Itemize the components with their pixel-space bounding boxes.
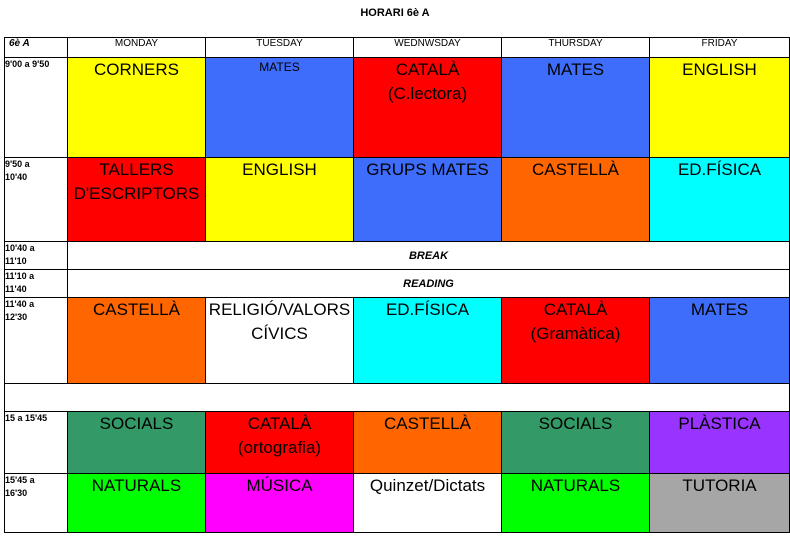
time-slot: 11'40 a 12'30 [4,297,68,384]
subject-name: CATALÀ [543,300,608,319]
subject-cell: TUTORIA [649,473,790,533]
subject-name: CORNERS [93,60,179,79]
subject-cell: PLÀSTICA [649,411,790,474]
subject-cell: SOCIALS [67,411,206,474]
page-title: HORARI 6è A [360,7,430,19]
subject-name: TALLERS [99,160,174,179]
subject-name: NATURALS [530,476,621,495]
subject-name: CATALÀ [247,414,312,433]
subject-detail: CÍVICS [251,324,308,343]
schedule-row: 9'50 a 10'40 TALLERS D'ESCRIPTORS ENGLISH GRU… [4,157,790,242]
subject-name: RELIGIÓ/VALORS [208,300,351,319]
span-label: READING [67,269,790,298]
subject-name: SOCIALS [99,414,174,433]
schedule-row: 15 a 15'45 SOCIALS CATALÀ (ortografia) CASTE… [4,411,790,474]
subject-name: TUTORIA [682,476,757,495]
subject-name: MÚSICA [246,476,313,495]
span-label: BREAK [67,241,790,270]
subject-cell: ED.FÍSICA [353,297,502,384]
empty-row [4,383,790,412]
header-row: 6è A MONDAY TUESDAY WEDNWSDAY THURSDAY F… [4,37,790,58]
timetable: 6è A MONDAY TUESDAY WEDNWSDAY THURSDAY F… [4,37,790,533]
subject-cell: Quinzet/Dictats [353,473,502,533]
time-start: 15 a 15'45 [5,413,48,423]
subject-name: MATES [259,60,300,74]
subject-cell: SOCIALS [501,411,650,474]
time-end: 11'40 [5,284,27,294]
class-label: 6è A [4,37,68,58]
subject-cell: MÚSICA [205,473,354,533]
subject-cell: ENGLISH [205,157,354,242]
time-slot: 15 a 15'45 [4,411,68,474]
subject-cell: GRUPS MATES [353,157,502,242]
day-header-wednesday: WEDNWSDAY [353,37,502,58]
schedule-row [4,383,790,412]
subject-cell: NATURALS [67,473,206,533]
time-end: 11'10 [5,256,27,266]
subject-name: Quinzet/Dictats [369,476,486,495]
day-header-friday: FRIDAY [649,37,790,58]
subject-cell: RELIGIÓ/VALORS CÍVICS [205,297,354,384]
time-slot: 11'10 a 11'40 [4,269,68,298]
subject-name: CASTELLÀ [384,414,471,433]
time-start: 9'50 a [5,159,30,169]
schedule-row: 9'00 a 9'50 CORNERS MATES CATALÀ (C.lectora)… [4,57,790,158]
day-header-monday: MONDAY [67,37,206,58]
subject-cell: CATALÀ (C.lectora) [353,57,502,158]
subject-name: GRUPS MATES [366,160,489,179]
subject-cell: TALLERS D'ESCRIPTORS [67,157,206,242]
time-end: 10'40 [5,172,28,182]
subject-cell: NATURALS [501,473,650,533]
time-slot: 10'40 a 11'10 [4,241,68,270]
time-slot: 9'00 a 9'50 [4,57,68,158]
time-end: 12'30 [5,312,28,322]
subject-name: CASTELLÀ [532,160,619,179]
schedule-row: 11'10 a 11'40 READING [4,269,790,298]
subject-name: CASTELLÀ [93,300,180,319]
schedule-row: 10'40 a 11'10 BREAK [4,241,790,270]
subject-name: ED.FÍSICA [677,160,762,179]
subject-cell: ENGLISH [649,57,790,158]
subject-cell: CASTELLÀ [501,157,650,242]
subject-cell: CATALÀ (Gramàtica) [501,297,650,384]
time-slot: 15'45 a 16'30 [4,473,68,533]
subject-name: MATES [690,300,749,319]
time-start: 11'10 a [5,271,35,281]
time-start: 10'40 a [5,243,35,253]
subject-name: SOCIALS [538,414,613,433]
time-start: 11'40 a [5,299,35,309]
subject-cell: CASTELLÀ [353,411,502,474]
subject-cell: MATES [501,57,650,158]
subject-detail: (C.lectora) [387,84,468,103]
subject-cell: CASTELLÀ [67,297,206,384]
subject-name: PLÀSTICA [678,414,761,433]
subject-cell: ED.FÍSICA [649,157,790,242]
subject-name: ENGLISH [682,60,757,79]
subject-name: NATURALS [91,476,182,495]
subject-name: CATALÀ [395,60,460,79]
time-slot: 9'50 a 10'40 [4,157,68,242]
subject-cell: MATES [205,57,354,158]
subject-cell: CATALÀ (ortografia) [205,411,354,474]
subject-cell: MATES [649,297,790,384]
time-start: 9'00 a 9'50 [5,59,50,69]
schedule-row: 15'45 a 16'30 NATURALS MÚSICA Quinzet/Dictat… [4,473,790,533]
schedule-row: 11'40 a 12'30 CASTELLÀ RELIGIÓ/VALORS CÍVICS… [4,297,790,384]
day-header-thursday: THURSDAY [501,37,650,58]
time-start: 15'45 a [5,475,35,485]
subject-name: ENGLISH [242,160,317,179]
day-header-tuesday: TUESDAY [205,37,354,58]
subject-detail: (ortografia) [237,438,322,457]
timetable-body: 6è A MONDAY TUESDAY WEDNWSDAY THURSDAY F… [4,37,790,533]
subject-name: ED.FÍSICA [385,300,470,319]
time-end: 16'30 [5,488,28,498]
subject-cell: CORNERS [67,57,206,158]
subject-detail: (Gramàtica) [530,324,621,343]
subject-name: MATES [546,60,605,79]
subject-detail: D'ESCRIPTORS [73,184,200,203]
